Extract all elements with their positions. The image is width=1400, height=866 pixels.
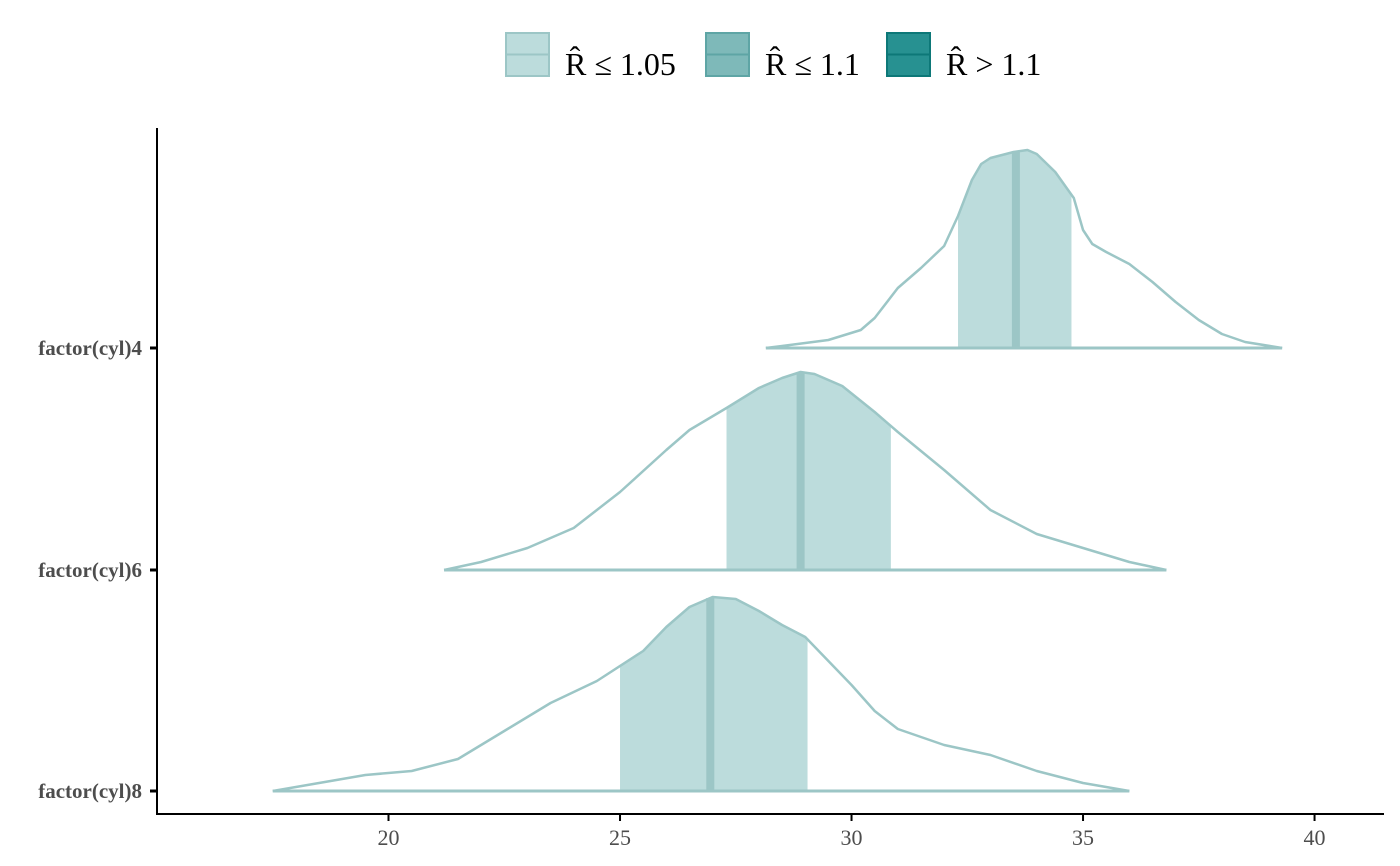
x-tick-label-20: 20 bbox=[378, 825, 400, 850]
y-axis-ticks: factor(cyl)4 factor(cyl)6 factor(cyl)8 bbox=[38, 336, 157, 803]
x-axis-ticks: 20 25 30 35 40 bbox=[378, 814, 1326, 850]
legend-item-rhat-105[interactable]: R̂ ≤ 1.05 bbox=[505, 32, 676, 82]
density-curve-factor-cyl-6 bbox=[443, 370, 1167, 572]
density-curve-factor-cyl-4 bbox=[765, 148, 1283, 350]
x-tick-label-30: 30 bbox=[841, 825, 863, 850]
legend-item-rhat-11[interactable]: R̂ ≤ 1.1 bbox=[705, 32, 860, 82]
x-tick-label-25: 25 bbox=[609, 825, 631, 850]
x-tick-label-35: 35 bbox=[1072, 825, 1094, 850]
y-tick-label-factor-cyl-6: factor(cyl)6 bbox=[38, 558, 142, 582]
y-tick-label-factor-cyl-8: factor(cyl)8 bbox=[38, 779, 142, 803]
ridge-factor-cyl-4 bbox=[765, 148, 1283, 350]
y-tick-label-factor-cyl-4: factor(cyl)4 bbox=[38, 336, 142, 360]
legend-label-rhat-11: R̂ ≤ 1.1 bbox=[765, 46, 860, 82]
density-curve-factor-cyl-8 bbox=[272, 595, 1130, 793]
legend-label-rhat-gt-11: R̂ > 1.1 bbox=[946, 46, 1041, 82]
ridge-factor-cyl-8 bbox=[272, 595, 1130, 793]
legend-item-rhat-gt-11[interactable]: R̂ > 1.1 bbox=[886, 32, 1041, 82]
ridge-factor-cyl-6 bbox=[443, 370, 1167, 572]
legend-label-rhat-105: R̂ ≤ 1.05 bbox=[565, 46, 676, 82]
legend: R̂ ≤ 1.05 R̂ ≤ 1.1 R̂ > 1.1 bbox=[505, 32, 1041, 82]
interval-area-factor-cyl-6 bbox=[726, 372, 891, 570]
ridges bbox=[272, 148, 1283, 793]
x-tick-label-40: 40 bbox=[1304, 825, 1326, 850]
